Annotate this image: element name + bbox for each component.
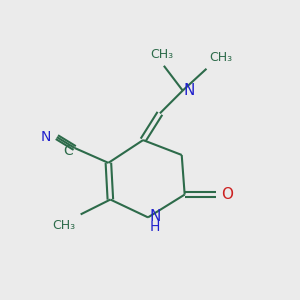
Text: N: N [150,209,161,224]
Text: O: O [221,187,233,202]
Text: N: N [40,130,51,144]
Text: CH₃: CH₃ [150,48,173,61]
Text: H: H [150,220,160,234]
Text: N: N [184,83,195,98]
Text: CH₃: CH₃ [209,51,232,64]
Text: CH₃: CH₃ [52,219,76,232]
Text: C: C [63,144,73,158]
